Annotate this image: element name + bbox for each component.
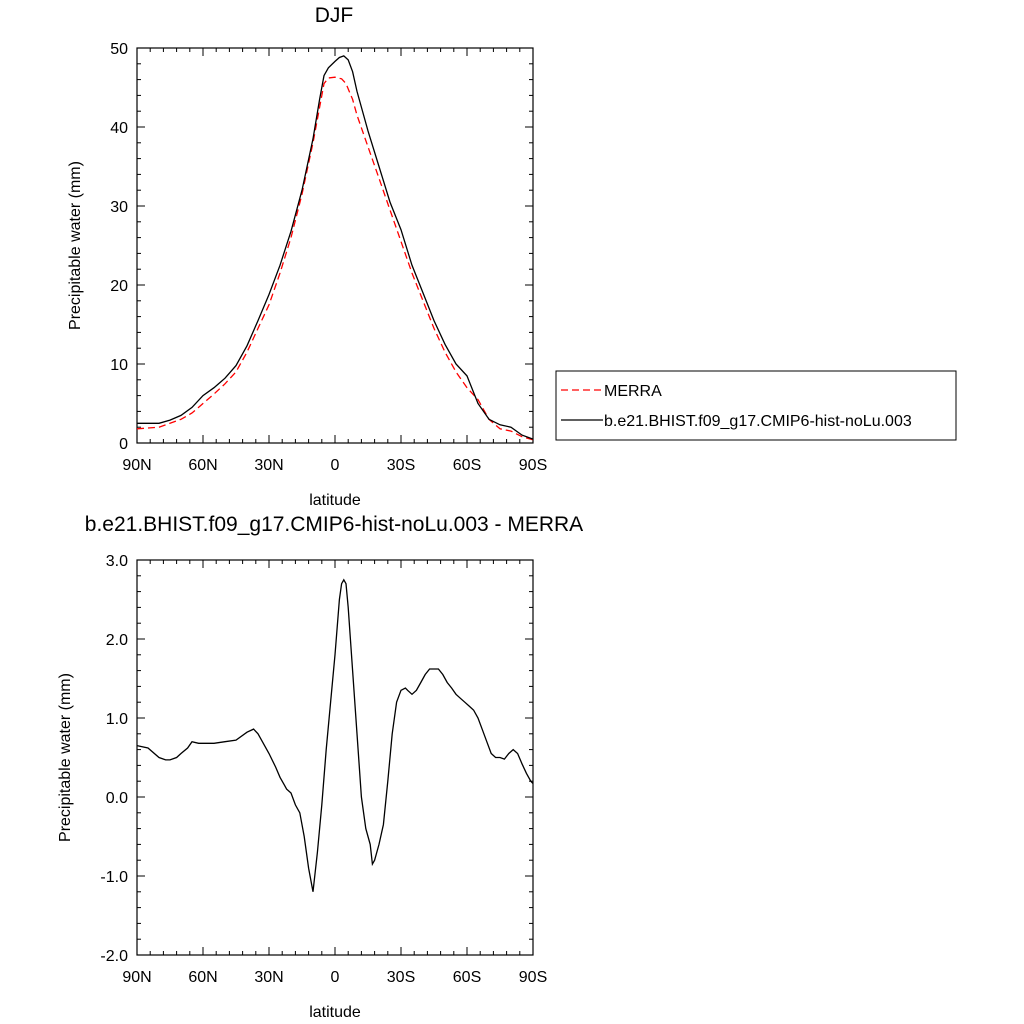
y-tick-label: 40 [110, 120, 128, 137]
x-tick-label: 30N [254, 457, 283, 474]
legend-box [555, 370, 957, 441]
x-tick-label: 60N [188, 969, 217, 986]
y-tick-label: 10 [110, 357, 128, 374]
series-line-b-e21-bhist-f09-g17-cmip6-hist-nolu-003 [137, 55, 534, 440]
series-line-merra [136, 76, 534, 441]
y-axis-label: Precipitable water (mm) [67, 161, 84, 330]
plot-frame [136, 47, 534, 444]
chart-title: DJF [315, 4, 354, 27]
plot-frame [136, 559, 534, 956]
chart-title: b.e21.BHIST.f09_g17.CMIP6-hist-noLu.003 … [85, 513, 583, 536]
x-axis-label: latitude [309, 492, 361, 509]
y-tick-label: 20 [110, 278, 128, 295]
x-tick-label: 90S [519, 457, 547, 474]
x-tick-label: 90N [122, 969, 151, 986]
y-tick-label: 1.0 [106, 711, 128, 728]
legend: MERRA b.e21.BHIST.f09_g17.CMIP6-hist-noL… [555, 370, 957, 441]
legend-label-merra: MERRA [604, 383, 662, 400]
series-line-difference [136, 578, 534, 892]
y-tick-label: 30 [110, 199, 128, 216]
legend-label-model: b.e21.BHIST.f09_g17.CMIP6-hist-noLu.003 [604, 413, 912, 430]
x-tick-label: 30S [387, 969, 415, 986]
y-tick-label: 0 [119, 436, 128, 453]
x-tick-label: 90N [122, 457, 151, 474]
y-axis-label: Precipitable water (mm) [57, 673, 74, 842]
panel-djf: DJF Precipitable water (mm) latitude 90N… [67, 4, 547, 509]
panel-difference: b.e21.BHIST.f09_g17.CMIP6-hist-noLu.003 … [57, 513, 583, 1021]
x-tick-label: 0 [331, 457, 340, 474]
y-tick-label: 50 [110, 41, 128, 58]
x-tick-label: 0 [331, 969, 340, 986]
y-tick-label: -1.0 [100, 869, 128, 886]
x-axis-label: latitude [309, 1004, 361, 1021]
x-tick-label: 90S [519, 969, 547, 986]
x-tick-label: 60S [453, 969, 481, 986]
x-tick-label: 60N [188, 457, 217, 474]
y-tick-label: -2.0 [100, 948, 128, 965]
y-tick-label: 2.0 [106, 632, 128, 649]
x-tick-label: 60S [453, 457, 481, 474]
y-tick-label: 3.0 [106, 553, 128, 570]
x-tick-label: 30S [387, 457, 415, 474]
y-tick-label: 0.0 [106, 790, 128, 807]
x-tick-label: 30N [254, 969, 283, 986]
